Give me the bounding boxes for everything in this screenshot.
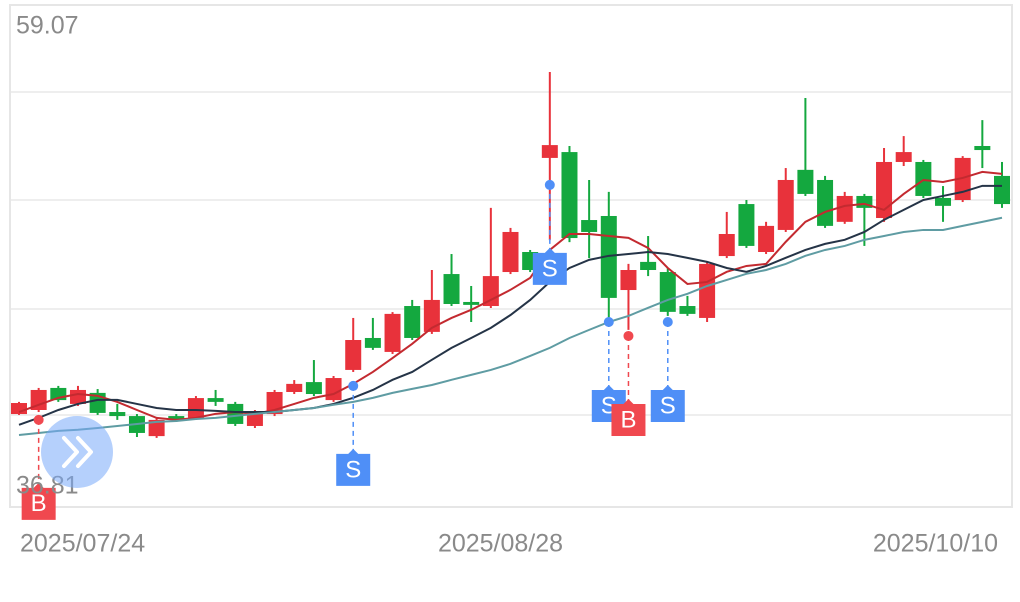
candle-body <box>148 419 165 437</box>
candle-body <box>895 152 912 162</box>
signal-dot <box>603 316 614 327</box>
candle-body <box>305 382 322 395</box>
candle-body <box>777 179 794 230</box>
candle-body <box>423 299 440 332</box>
candle-body <box>679 306 696 314</box>
candle-body <box>541 145 558 158</box>
candle-body <box>758 225 775 252</box>
candle-body <box>286 383 303 392</box>
candle-body <box>797 169 814 194</box>
x-tick-label: 2025/07/24 <box>20 530 145 558</box>
candle-body <box>463 301 480 305</box>
candle-body <box>581 220 598 232</box>
signal-label: S <box>542 255 558 282</box>
plot-frame <box>9 4 1013 508</box>
signal-dot <box>544 179 555 190</box>
signal-dot <box>662 316 673 327</box>
candle-body <box>11 403 27 415</box>
candle-body <box>718 233 735 257</box>
candle-body <box>935 197 952 206</box>
signal-label: S <box>345 456 361 483</box>
candle-body <box>227 403 244 424</box>
moving-average <box>18 216 1003 436</box>
signal-badge <box>650 384 685 422</box>
moving-average <box>18 184 1002 426</box>
signal-dot <box>348 380 359 391</box>
candle-body <box>384 313 401 352</box>
candle-body <box>30 389 47 410</box>
candle-body <box>482 276 499 307</box>
candle-body <box>915 161 932 196</box>
candle-body <box>620 270 637 291</box>
candle-body <box>325 378 342 401</box>
candle-body <box>443 274 460 304</box>
candle-body <box>364 337 381 348</box>
signal-badge <box>21 482 56 520</box>
expand-button[interactable] <box>41 416 113 488</box>
candle-body <box>817 179 834 226</box>
candle-body <box>187 398 204 418</box>
candle-body <box>404 306 421 338</box>
candle-body <box>738 204 755 246</box>
candle-body <box>640 261 657 271</box>
candle-body <box>561 152 578 239</box>
signal-badge <box>611 398 646 436</box>
signal-label: S <box>660 392 676 419</box>
candle-body <box>836 195 853 222</box>
candle-body <box>856 195 873 208</box>
candle-body <box>699 263 716 318</box>
button-icon <box>62 436 93 468</box>
x-tick-label: 2025/08/28 <box>438 530 563 558</box>
signal-label: B <box>620 406 636 433</box>
candle-body <box>168 416 185 420</box>
candle-body <box>994 175 1010 205</box>
signal-dot <box>33 414 44 425</box>
candle-body <box>876 161 893 219</box>
signal-badge <box>336 448 371 486</box>
y-tick-label: 59.07 <box>16 12 79 40</box>
x-tick-label: 2025/10/10 <box>873 530 998 558</box>
signal-badge <box>532 247 567 285</box>
candle-body <box>345 340 362 370</box>
candle-body <box>246 412 263 426</box>
candle-body <box>502 231 519 273</box>
candle-body <box>207 398 224 402</box>
candle-body <box>659 272 676 312</box>
candle-body <box>109 412 126 417</box>
candle-body <box>974 145 991 151</box>
signal-dot <box>623 330 634 341</box>
moving-average <box>18 170 1003 421</box>
signal-label: B <box>31 490 47 517</box>
